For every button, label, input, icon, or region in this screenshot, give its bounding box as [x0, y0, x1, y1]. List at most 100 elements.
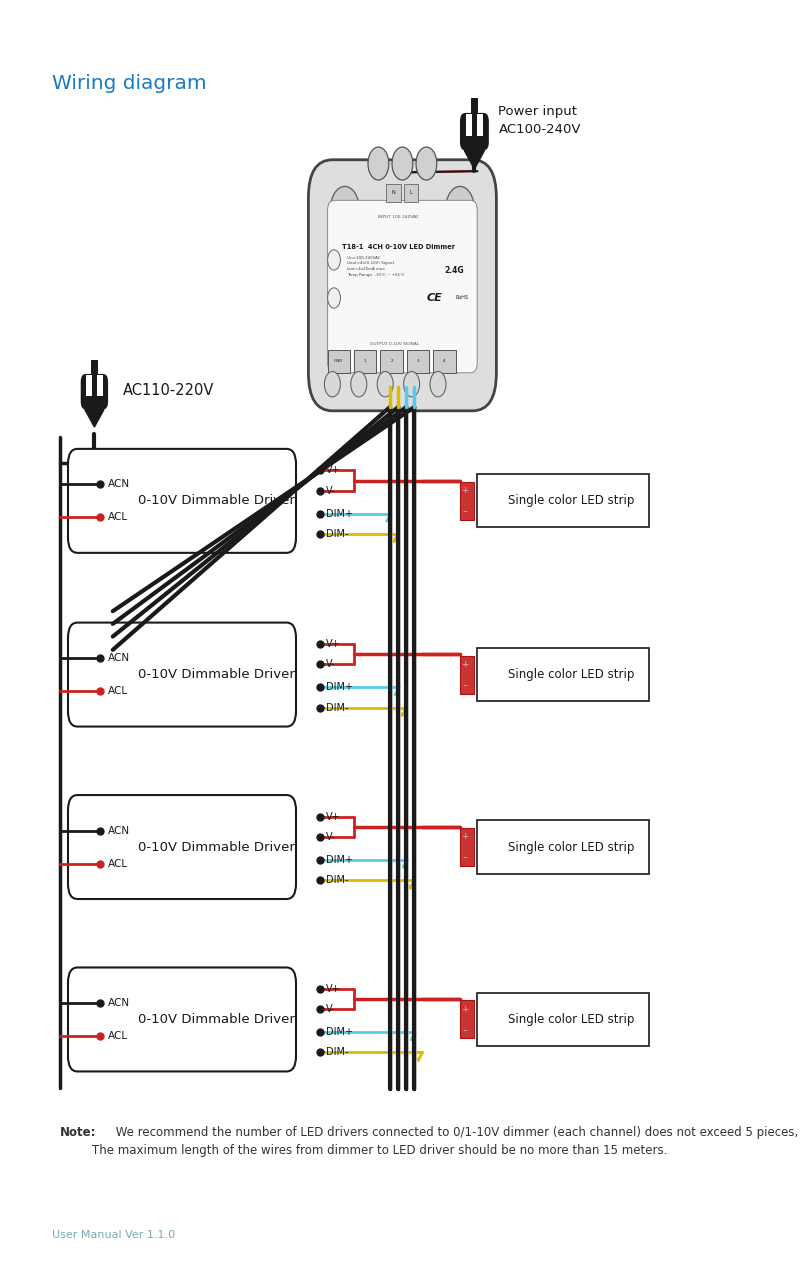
Text: V-: V- [326, 659, 336, 670]
Text: DIM+: DIM+ [326, 1027, 354, 1037]
Text: –: – [462, 680, 467, 690]
Circle shape [330, 186, 359, 232]
Text: DIM-: DIM- [326, 1047, 349, 1058]
Text: V+: V+ [326, 465, 341, 476]
Bar [460, 482, 474, 520]
Text: Note:: Note: [60, 1126, 97, 1139]
Text: V-: V- [326, 486, 336, 496]
Text: User Manual Ver 1.1.0: User Manual Ver 1.1.0 [52, 1230, 175, 1240]
FancyBboxPatch shape [68, 623, 296, 727]
Circle shape [350, 372, 366, 397]
Circle shape [430, 372, 446, 397]
Text: 1: 1 [364, 359, 366, 364]
FancyBboxPatch shape [460, 113, 489, 151]
Text: +: + [461, 659, 469, 670]
Bar [354, 350, 377, 373]
Text: ACN: ACN [108, 825, 130, 836]
Text: +: + [461, 1004, 469, 1014]
Text: GND: GND [334, 359, 343, 364]
Bar [381, 350, 402, 373]
Bar [477, 993, 649, 1046]
Text: INPUT 100-240VAC: INPUT 100-240VAC [378, 214, 419, 219]
Text: ACN: ACN [108, 653, 130, 663]
Text: The maximum length of the wires from dimmer to LED driver should be no more than: The maximum length of the wires from dim… [92, 1144, 667, 1156]
Bar [86, 375, 92, 396]
Text: OUTPUT 0-10V SIGNAL: OUTPUT 0-10V SIGNAL [370, 341, 419, 346]
Text: Power input
AC100-240V: Power input AC100-240V [498, 105, 581, 136]
Text: ACL: ACL [108, 686, 128, 696]
Text: DIM+: DIM+ [326, 855, 354, 865]
Bar [328, 350, 350, 373]
Bar [460, 1000, 474, 1038]
Circle shape [328, 288, 341, 308]
Text: +: + [461, 832, 469, 842]
Text: 2.4G: 2.4G [445, 265, 464, 275]
Text: ACL: ACL [108, 512, 128, 522]
Text: V+: V+ [326, 639, 341, 649]
Text: DIM+: DIM+ [326, 508, 354, 519]
FancyBboxPatch shape [68, 449, 296, 553]
Circle shape [368, 147, 389, 180]
Bar [460, 828, 474, 866]
Bar [404, 184, 418, 202]
Text: +: + [461, 486, 469, 496]
Text: 2: 2 [390, 359, 393, 364]
FancyBboxPatch shape [328, 200, 477, 373]
Circle shape [403, 372, 419, 397]
Bar [477, 648, 649, 701]
Text: Single color LED strip: Single color LED strip [508, 841, 634, 853]
Text: V+: V+ [326, 812, 341, 822]
Polygon shape [464, 151, 485, 169]
Text: –: – [462, 506, 467, 516]
Text: We recommend the number of LED drivers connected to 0/1-10V dimmer (each channel: We recommend the number of LED drivers c… [112, 1126, 798, 1139]
Bar [97, 375, 102, 396]
Text: Uin=100-240VAC
Uout=4x(0-10V) Signal
Iout=4x20mA max.
Temp Range: -30°C ~ +55°C: Uin=100-240VAC Uout=4x(0-10V) Signal Iou… [347, 256, 405, 276]
Text: RoHS: RoHS [456, 295, 469, 301]
FancyBboxPatch shape [308, 160, 496, 411]
Polygon shape [85, 410, 104, 427]
FancyBboxPatch shape [68, 967, 296, 1071]
Bar [477, 114, 483, 136]
Text: CE: CE [426, 293, 442, 303]
Text: V+: V+ [326, 984, 341, 994]
Text: Single color LED strip: Single color LED strip [508, 668, 634, 681]
Circle shape [328, 250, 341, 270]
Bar [477, 820, 649, 874]
Text: 4: 4 [443, 359, 446, 364]
Text: Single color LED strip: Single color LED strip [508, 1013, 634, 1026]
Text: V-: V- [326, 832, 336, 842]
Text: AC110-220V: AC110-220V [122, 383, 214, 398]
Circle shape [416, 147, 437, 180]
Bar [434, 350, 456, 373]
Text: 0-10V Dimmable Driver: 0-10V Dimmable Driver [138, 1013, 294, 1026]
Circle shape [446, 311, 474, 356]
Bar [406, 350, 429, 373]
Text: 0-10V Dimmable Driver: 0-10V Dimmable Driver [138, 841, 294, 853]
Bar [477, 474, 649, 527]
Circle shape [446, 186, 474, 232]
FancyBboxPatch shape [68, 795, 296, 899]
Text: Single color LED strip: Single color LED strip [508, 495, 634, 507]
Text: DIM-: DIM- [326, 875, 349, 885]
Text: ACN: ACN [108, 998, 130, 1008]
Circle shape [325, 372, 341, 397]
Text: ACL: ACL [108, 858, 128, 869]
Text: DIM-: DIM- [326, 702, 349, 713]
Text: 3: 3 [417, 359, 419, 364]
Bar [91, 360, 98, 374]
Circle shape [330, 311, 359, 356]
Bar [386, 184, 401, 202]
Text: DIM-: DIM- [326, 529, 349, 539]
Text: –: – [462, 1025, 467, 1035]
FancyBboxPatch shape [81, 374, 108, 410]
Text: 0-10V Dimmable Driver: 0-10V Dimmable Driver [138, 495, 294, 507]
Text: N: N [392, 190, 395, 195]
Text: T18-1  4CH 0-10V LED Dimmer: T18-1 4CH 0-10V LED Dimmer [342, 245, 455, 250]
Text: –: – [462, 852, 467, 862]
Text: ACN: ACN [108, 479, 130, 489]
Bar [470, 99, 478, 113]
Text: L: L [410, 190, 413, 195]
Text: V-: V- [326, 1004, 336, 1014]
Circle shape [392, 147, 413, 180]
Circle shape [378, 372, 394, 397]
